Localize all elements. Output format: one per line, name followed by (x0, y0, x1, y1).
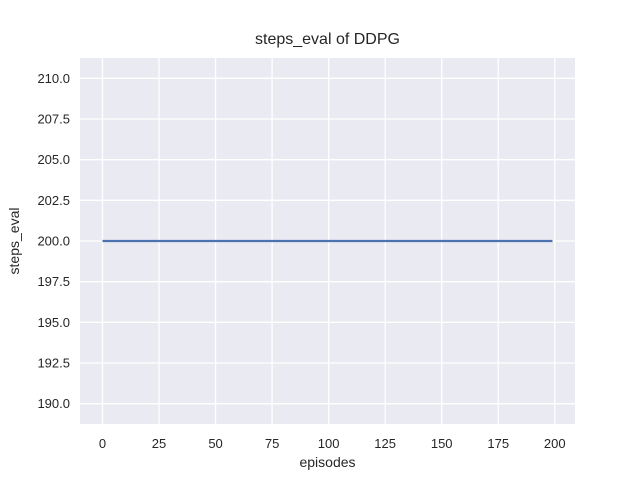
y-tick-label: 190.0 (37, 396, 70, 411)
y-tick-label: 205.0 (37, 152, 70, 167)
x-tick-label: 150 (431, 436, 453, 451)
x-tick-label: 175 (487, 436, 509, 451)
x-tick-label: 25 (152, 436, 166, 451)
x-tick-label: 75 (265, 436, 279, 451)
y-tick-label: 210.0 (37, 71, 70, 86)
x-tick-label: 100 (318, 436, 340, 451)
y-tick-label: 207.5 (37, 112, 70, 127)
x-tick-label: 50 (208, 436, 222, 451)
y-tick-label: 192.5 (37, 356, 70, 371)
y-tick-label: 202.5 (37, 193, 70, 208)
y-tick-label: 197.5 (37, 274, 70, 289)
chart-title: steps_eval of DDPG (255, 31, 400, 48)
y-tick-label: 200.0 (37, 234, 70, 249)
y-axis-label: steps_eval (6, 207, 22, 275)
x-tick-label: 200 (544, 436, 566, 451)
y-tick-label: 195.0 (37, 315, 70, 330)
x-tick-label: 125 (374, 436, 396, 451)
x-axis-label: episodes (299, 454, 356, 470)
x-tick-label: 0 (99, 436, 106, 451)
